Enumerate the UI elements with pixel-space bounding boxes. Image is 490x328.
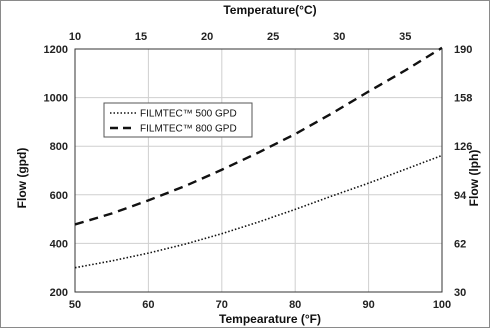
x-tick-label: 100: [433, 299, 451, 311]
y-tick-label: 800: [50, 141, 68, 153]
y-tick-label: 400: [50, 238, 68, 250]
x-tick-label: 60: [142, 299, 154, 311]
plot-area-border: [74, 48, 443, 293]
x2-tick-label: 15: [135, 31, 147, 43]
bottom-axis-ticks: 50 60 70 80 90 100: [69, 299, 451, 311]
x2-tick-label: 25: [267, 31, 279, 43]
y-tick-label: 1000: [44, 93, 68, 105]
left-axis-ticks: 200 400 600 800 1000 1200: [44, 44, 68, 299]
bottom-axis-title: Tempearature (°F): [219, 312, 321, 326]
x-tick-label: 70: [216, 299, 228, 311]
x-tick-label: 80: [289, 299, 301, 311]
y2-tick-label: 30: [454, 287, 466, 299]
y2-tick-label: 158: [454, 93, 472, 105]
x2-tick-label: 30: [333, 31, 345, 43]
y-tick-label: 200: [50, 287, 68, 299]
y-tick-label: 1200: [44, 44, 68, 56]
y-tick-label: 600: [50, 190, 68, 202]
series-line-500-gpd: [74, 154, 443, 269]
y2-tick-label: 126: [454, 141, 472, 153]
legend-label-800-gpd: FILMTEC™ 800 GPD: [140, 124, 237, 135]
x-tick-label: 50: [69, 299, 81, 311]
y2-tick-label: 190: [454, 44, 472, 56]
y2-tick-label: 94: [454, 190, 467, 202]
top-axis-title: Temperature(°C): [223, 3, 316, 17]
left-axis-title: Flow (gpd): [15, 148, 29, 209]
x2-tick-label: 20: [201, 31, 213, 43]
x2-tick-label: 35: [399, 31, 411, 43]
x2-tick-label: 10: [69, 31, 81, 43]
right-axis-ticks: 30 62 94 126 158 190: [454, 44, 472, 299]
series-lines: [74, 46, 443, 269]
legend: FILMTEC™ 500 GPD FILMTEC™ 800 GPD: [103, 102, 253, 138]
legend-box: [103, 102, 253, 138]
top-axis-ticks: 10 15 20 25 30 35: [69, 31, 412, 43]
x-tick-label: 90: [362, 299, 374, 311]
series-line-800-gpd: [74, 46, 443, 226]
right-axis-title: Flow (lph): [467, 150, 481, 207]
y2-tick-label: 62: [454, 238, 466, 250]
legend-label-500-gpd: FILMTEC™ 500 GPD: [140, 109, 237, 120]
